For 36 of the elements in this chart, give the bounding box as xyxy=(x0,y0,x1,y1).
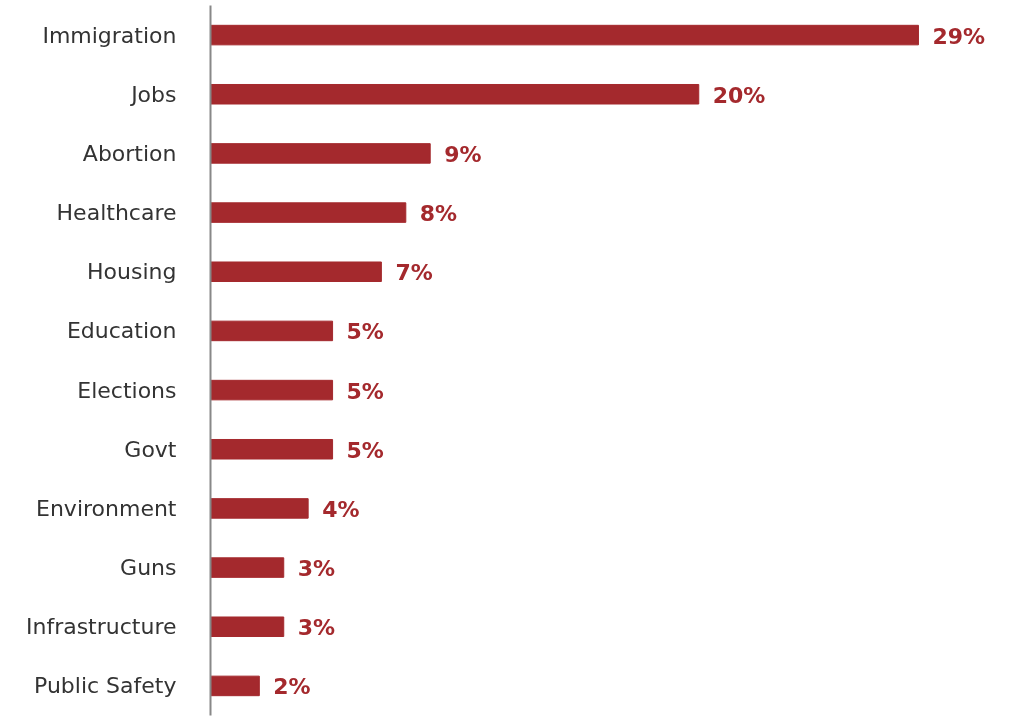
data-label: 5% xyxy=(346,319,384,345)
data-label: 3% xyxy=(297,615,336,641)
y-tick-label: Immigration xyxy=(42,22,177,48)
data-label: 8% xyxy=(419,201,458,227)
data-label: 5% xyxy=(346,437,384,463)
bar xyxy=(210,202,407,223)
bar xyxy=(210,320,334,342)
y-tick-label: Healthcare xyxy=(56,200,177,226)
bar xyxy=(210,498,309,519)
bar xyxy=(210,83,700,105)
bar xyxy=(210,557,285,578)
data-label: 7% xyxy=(395,260,433,286)
bar xyxy=(210,438,334,460)
y-tick-label: Jobs xyxy=(129,81,177,107)
data-label: 20% xyxy=(712,82,766,108)
y-tick-label: Housing xyxy=(87,259,177,285)
y-tick-label: Public Safety xyxy=(34,673,177,699)
data-label: 3% xyxy=(297,556,336,582)
y-tick-label: Abortion xyxy=(82,140,177,166)
bar xyxy=(210,24,919,46)
bar xyxy=(210,143,431,164)
data-label: 29% xyxy=(932,23,986,49)
data-label: 4% xyxy=(322,496,360,522)
y-tick-label: Environment xyxy=(36,495,177,521)
bar xyxy=(210,379,334,401)
data-label: 5% xyxy=(346,378,384,404)
data-label: 2% xyxy=(273,674,311,700)
y-tick-label: Govt xyxy=(124,436,177,462)
y-tick-label: Infrastructure xyxy=(25,614,177,640)
y-tick-label: Guns xyxy=(120,555,177,581)
bar xyxy=(210,616,285,638)
y-tick-label: Elections xyxy=(77,377,177,403)
bar xyxy=(210,675,260,697)
data-label: 9% xyxy=(444,141,482,167)
bar xyxy=(210,261,382,283)
y-tick-label: Education xyxy=(66,318,177,344)
